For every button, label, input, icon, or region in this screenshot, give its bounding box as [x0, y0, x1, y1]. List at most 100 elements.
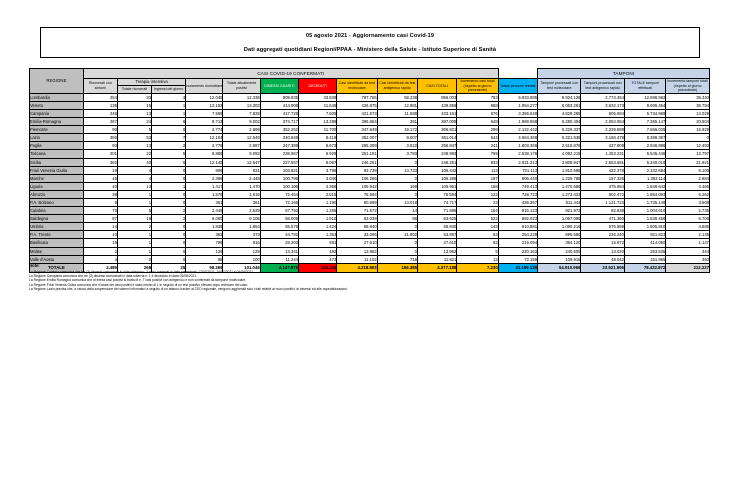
data-cell-casi_totali: 361.014 — [417, 133, 458, 143]
data-cell-casi_totali: 366.821 — [417, 125, 458, 135]
data-cell-test_molecolare: 105.942 — [336, 181, 378, 191]
region-name-cell: Piemonte — [29, 125, 84, 135]
data-cell-attualmente_positivi: 1.854 — [222, 222, 261, 232]
data-cell-test_molecolare: 255.309 — [336, 141, 378, 151]
table-row: P.A. Trento 10 1 0 362 373 44.792 1.363 33.095 21… — [29, 230, 710, 240]
data-cell-casi_totali: 58.840 — [417, 222, 458, 232]
data-cell-persone_testate: 3.356.640 — [497, 108, 539, 119]
data-cell-incremento_tamponi: 15.929 — [665, 125, 710, 135]
data-cell-deceduti: 33.839 — [298, 92, 338, 102]
data-cell-ti_ingressi: 0 — [151, 238, 187, 248]
data-cell-ricoverati_sintomi: 90 — [82, 125, 118, 135]
header-tamponi-antigenici: Tamponi processati con test antigenico r… — [580, 78, 625, 94]
data-cell-incremento_casi: 241 — [456, 141, 499, 151]
data-cell-tamponi_molecolari: 921.972 — [537, 206, 582, 216]
note-line: La Regione Emilia Romagna comunica che d… — [29, 278, 247, 283]
data-cell-tamponi_antigenici: 3.632.173 — [580, 100, 625, 110]
header-isolamento-domiciliare: Isolamento domiciliare — [185, 78, 224, 94]
data-cell-ricoverati_sintomi: 267 — [82, 117, 118, 127]
data-cell-tamponi_molecolari: 2.808.947 — [537, 157, 582, 167]
data-cell-attualmente_positivi: 1.470 — [222, 181, 261, 191]
table-row: Lazio 350 53 7 12.104 12.549 340.849 8.416 352.0… — [29, 133, 710, 143]
data-cell-persone_testate: 4.564.368 — [497, 133, 539, 143]
data-cell-tamponi_molecolari: 611.444 — [537, 197, 582, 208]
table-row: Campania 246 13 1 7.569 7.828 417.728 7.605 421.… — [29, 108, 710, 119]
data-cell-test_antigenico: 351 — [376, 117, 419, 127]
data-cell-test_antigenico: 0 — [376, 222, 419, 232]
data-cell-deceduti: 3.040 — [298, 173, 338, 183]
data-cell-attualmente_positivi: 361 — [222, 197, 261, 208]
data-cell-ricoverati_sintomi: 350 — [82, 133, 118, 143]
data-cell-test_antigenico: 11.588 — [376, 108, 419, 119]
data-cell-deceduti: 1.510 — [298, 214, 338, 224]
data-cell-deceduti: 1.265 — [298, 206, 338, 216]
header-totale-tamponi-effettuati: TOTALE tamponi effettuati — [623, 78, 667, 94]
data-cell-incremento_casi: 648 — [456, 117, 499, 127]
table-row: Sardegna 87 19 2 6.000 6.106 56.009 1.510 63.039… — [29, 214, 710, 224]
table-row: Umbria 14 2 0 1.838 1.854 55.578 1.424 58.840 0 58… — [29, 222, 710, 232]
data-cell-casi_totali: 76.594 — [417, 189, 458, 200]
table-body: Lombardia 254 33 3 12.048 12.338 809.835 33.839… — [29, 92, 710, 273]
data-cell-incremento_casi: 676 — [456, 108, 499, 119]
data-cell-persone_testate: 1.969.558 — [497, 117, 539, 127]
note-line: La Regione Calabria comunica che tre (3)… — [29, 269, 255, 274]
region-name-cell: Basilicata — [29, 238, 84, 248]
data-cell-deceduti: 6.929 — [298, 149, 338, 159]
data-cell-ti_totale: 13 — [116, 141, 153, 151]
data-cell-deceduti: 4.366 — [298, 181, 338, 191]
data-cell-tamponi_totale: 1.383.114 — [623, 173, 667, 183]
data-cell-test_antigenico: 0 — [376, 238, 419, 248]
data-cell-dimessi_guariti: 56.009 — [259, 214, 300, 224]
data-cell-casi_totali: 397.005 — [417, 117, 458, 127]
data-cell-ti_totale: 13 — [116, 108, 153, 119]
data-cell-persone_testate: 436.357 — [497, 197, 539, 208]
data-cell-persone_testate: 806.440 — [497, 173, 539, 183]
data-cell-isolamento: 796 — [185, 238, 224, 248]
data-cell-tamponi_totale: 1.864.093 — [623, 189, 667, 200]
table-row: Molise 2 1 0 126 129 13.341 492 13.962 0 13.962 5 22… — [29, 246, 710, 256]
data-cell-attualmente_positivi: 831 — [222, 165, 261, 175]
data-cell-ti_totale: 15 — [116, 100, 153, 110]
title-line-subtitle: Dati aggregati quotidiani Regioni/PPAA -… — [243, 46, 497, 53]
data-cell-ricoverati_sintomi: 10 — [82, 230, 118, 240]
data-cell-incremento_tamponi: 3.508 — [665, 197, 710, 208]
data-cell-tamponi_molecolari: 4.092.215 — [537, 149, 582, 159]
data-cell-incremento_tamponi: 14.029 — [665, 108, 710, 119]
region-name-cell: Friuli Venezia Giulia — [29, 165, 84, 175]
data-cell-ricoverati_sintomi: 135 — [82, 100, 118, 110]
data-cell-dimessi_guariti: 55.578 — [259, 222, 300, 232]
data-cell-dimessi_guariti: 44.792 — [259, 230, 300, 240]
data-cell-tamponi_antigenici: 1.121.723 — [580, 197, 625, 208]
data-cell-ricoverati_sintomi: 87 — [82, 214, 118, 224]
data-cell-incremento_tamponi: 20.504 — [665, 117, 710, 127]
table-row: Basilicata 19 1 0 796 816 26.203 591 27.610 0 27.6… — [29, 238, 710, 248]
data-cell-attualmente_positivi: 2.869 — [222, 125, 261, 135]
data-cell-tamponi_totale: 12.698.582 — [623, 92, 667, 102]
data-cell-attualmente_positivi: 7.828 — [222, 108, 261, 119]
table-head: REGIONE CASI COVID-19 CONFERMATI TAMPONI… — [29, 68, 710, 94]
data-cell-ti_ingressi: 2 — [151, 206, 187, 216]
data-cell-ricoverati_sintomi: 14 — [82, 222, 118, 232]
data-cell-ricoverati_sintomi: 9 — [82, 197, 118, 208]
data-cell-test_molecolare: 421.573 — [336, 108, 378, 119]
data-cell-tamponi_antigenici: 427.908 — [580, 141, 625, 151]
total-cell-tamponi_molecolari: 54.910.966 — [537, 262, 582, 273]
data-cell-incremento_casi: 168 — [456, 181, 499, 191]
data-cell-test_molecolare: 246.251 — [336, 157, 378, 167]
data-cell-persone_testate: 892.023 — [497, 214, 539, 224]
header-leaf-row: Totale ricoverati Ingressi del giorno — [30, 85, 710, 94]
data-cell-test_molecolare: 347.649 — [336, 125, 378, 135]
total-cell-deceduti: 128.163 — [298, 262, 338, 273]
data-cell-test_molecolare: 33.095 — [336, 230, 378, 240]
data-cell-incremento_tamponi: 0 — [665, 133, 710, 143]
data-cell-ti_ingressi: 0 — [151, 189, 187, 200]
data-cell-incremento_tamponi: 1.147 — [665, 238, 710, 248]
data-cell-dimessi_guariti: 414.908 — [259, 100, 300, 110]
data-cell-dimessi_guariti: 227.657 — [259, 157, 300, 167]
total-cell-test_antigenico: 156.385 — [376, 262, 419, 273]
data-cell-ti_totale: 1 — [116, 189, 153, 200]
data-cell-test_molecolare: 76.594 — [336, 189, 378, 200]
data-cell-tamponi_molecolari: 5.226.337 — [537, 125, 582, 135]
data-cell-ti_totale: 13 — [116, 181, 153, 191]
